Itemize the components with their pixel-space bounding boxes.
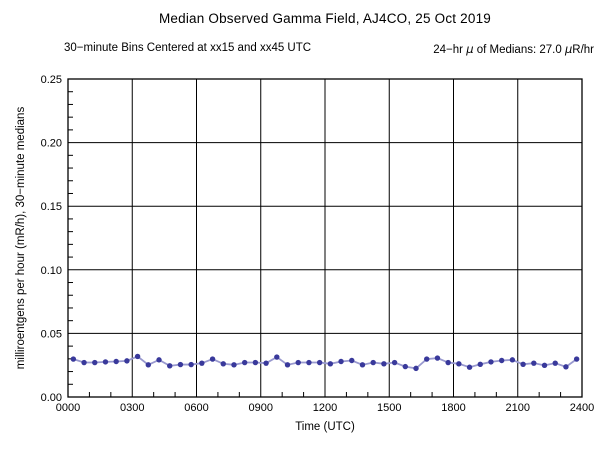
mu-symbol: μ: [466, 42, 474, 56]
y-tick-label: 0.05: [41, 328, 62, 340]
median-data-point: [316, 359, 323, 366]
median-data-point: [445, 359, 451, 366]
median-data-point: [81, 359, 87, 366]
x-tick-label: 0600: [184, 402, 208, 414]
median-data-point: [552, 360, 558, 366]
median-data-point: [177, 361, 184, 368]
median-data-point: [145, 362, 152, 368]
y-tick-label: 0.15: [41, 201, 62, 213]
median-data-point: [349, 357, 355, 364]
median-data-point: [563, 364, 569, 370]
chart-subtitle-mean: 24−hr μ of Medians: 27.0 μR/hr: [433, 42, 594, 56]
median-data-point: [413, 365, 419, 372]
median-data-point: [359, 362, 366, 368]
median-data-point: [477, 361, 483, 368]
median-data-point: [231, 362, 237, 368]
median-data-point: [220, 361, 226, 367]
y-tick-label: 0.10: [41, 265, 62, 277]
median-data-point: [70, 356, 77, 362]
median-data-point: [284, 362, 291, 368]
median-data-point: [381, 361, 387, 367]
mean-text-pre: 24−hr: [433, 44, 467, 56]
median-data-point: [199, 360, 205, 366]
mean-text-post: R/hr: [572, 44, 594, 56]
x-tick-label: 2100: [506, 402, 530, 414]
x-tick-label: 0000: [56, 402, 80, 414]
median-data-point: [188, 361, 194, 368]
plot-frame: [67, 78, 583, 398]
median-data-point: [306, 359, 312, 366]
chart-subtitle-bins: 30−minute Bins Centered at xx15 and xx45…: [64, 42, 312, 54]
median-data-point: [391, 359, 398, 366]
median-data-point: [531, 360, 537, 366]
median-data-point: [252, 359, 259, 366]
median-data-point: [520, 361, 526, 368]
median-data-point: [456, 361, 462, 367]
median-data-point: [370, 359, 376, 366]
median-data-point: [92, 359, 98, 366]
median-data-point: [338, 358, 344, 365]
x-tick-label: 2400: [570, 402, 594, 414]
y-axis-label: milliroentgens per hour (mR/h), 30−minut…: [15, 107, 27, 370]
median-data-point: [274, 354, 280, 360]
median-data-point: [113, 358, 119, 365]
median-data-point: [263, 360, 269, 366]
median-data-point: [327, 361, 334, 367]
median-data-point: [402, 363, 409, 370]
x-tick-label: 1500: [377, 402, 401, 414]
median-data-point: [209, 356, 216, 362]
median-data-point: [156, 357, 162, 363]
x-axis-label: Time (UTC): [295, 421, 355, 433]
median-data-point: [241, 359, 248, 366]
median-data-point: [134, 353, 141, 360]
x-tick-label: 0300: [120, 402, 144, 414]
median-data-point: [434, 355, 441, 361]
median-data-point: [424, 356, 430, 362]
median-data-point: [167, 363, 173, 369]
median-data-point: [541, 362, 548, 369]
x-tick-label: 0900: [249, 402, 273, 414]
median-data-point: [509, 357, 516, 363]
y-tick-label: 0.25: [41, 74, 62, 86]
median-data-point: [124, 358, 130, 364]
median-data-point: [102, 359, 109, 365]
chart-title: Median Observed Gamma Field, AJ4CO, 25 O…: [158, 11, 492, 26]
mean-text-mid: of Medians: 27.0: [473, 44, 565, 56]
median-data-point: [466, 364, 473, 370]
y-tick-label: 0.00: [41, 392, 62, 404]
median-data-point: [295, 359, 301, 366]
median-data-point: [573, 356, 580, 362]
median-data-point: [488, 359, 494, 365]
x-tick-label: 1200: [313, 402, 337, 414]
x-tick-label: 1800: [441, 402, 465, 414]
y-tick-label: 0.20: [41, 138, 62, 150]
mu-symbol: μ: [564, 42, 573, 56]
median-data-point: [498, 357, 505, 364]
